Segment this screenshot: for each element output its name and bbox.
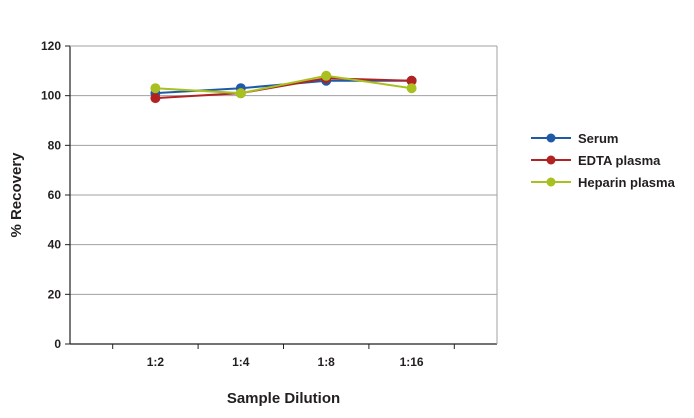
x-tick-label: 1:16 xyxy=(400,355,424,369)
legend-marker xyxy=(546,177,556,187)
y-tick-label: 120 xyxy=(41,39,61,53)
data-point xyxy=(150,83,161,94)
x-tick-label: 1:4 xyxy=(232,355,250,369)
legend-marker xyxy=(546,133,556,143)
series-lines xyxy=(150,70,417,104)
data-point xyxy=(321,70,332,81)
x-tick-label: 1:2 xyxy=(147,355,165,369)
y-tick-label: 0 xyxy=(54,337,61,351)
series-line xyxy=(155,77,412,100)
legend-label: Serum xyxy=(578,131,618,146)
y-axis-title: % Recovery xyxy=(8,152,25,238)
series-line xyxy=(155,74,412,95)
x-tick-label: 1:8 xyxy=(318,355,336,369)
x-axis-title: Sample Dilution xyxy=(227,390,340,407)
legend-marker xyxy=(546,155,556,165)
y-tick-label: 20 xyxy=(48,287,62,301)
data-point xyxy=(235,88,246,99)
y-tick-label: 40 xyxy=(48,238,62,252)
legend: Serum EDTA plasma Heparin plasma xyxy=(531,131,676,190)
legend-label: EDTA plasma xyxy=(578,153,661,168)
y-tick-label: 60 xyxy=(48,188,62,202)
data-point xyxy=(150,93,161,104)
gridlines xyxy=(70,45,497,295)
axes: 0 20 40 60 80 100 120 1:2 1:4 1:8 1:16 xyxy=(41,39,498,369)
legend-label: Heparin plasma xyxy=(578,175,676,190)
y-tick-label: 100 xyxy=(41,89,61,103)
data-point xyxy=(406,83,417,94)
y-tick-label: 80 xyxy=(48,138,62,152)
